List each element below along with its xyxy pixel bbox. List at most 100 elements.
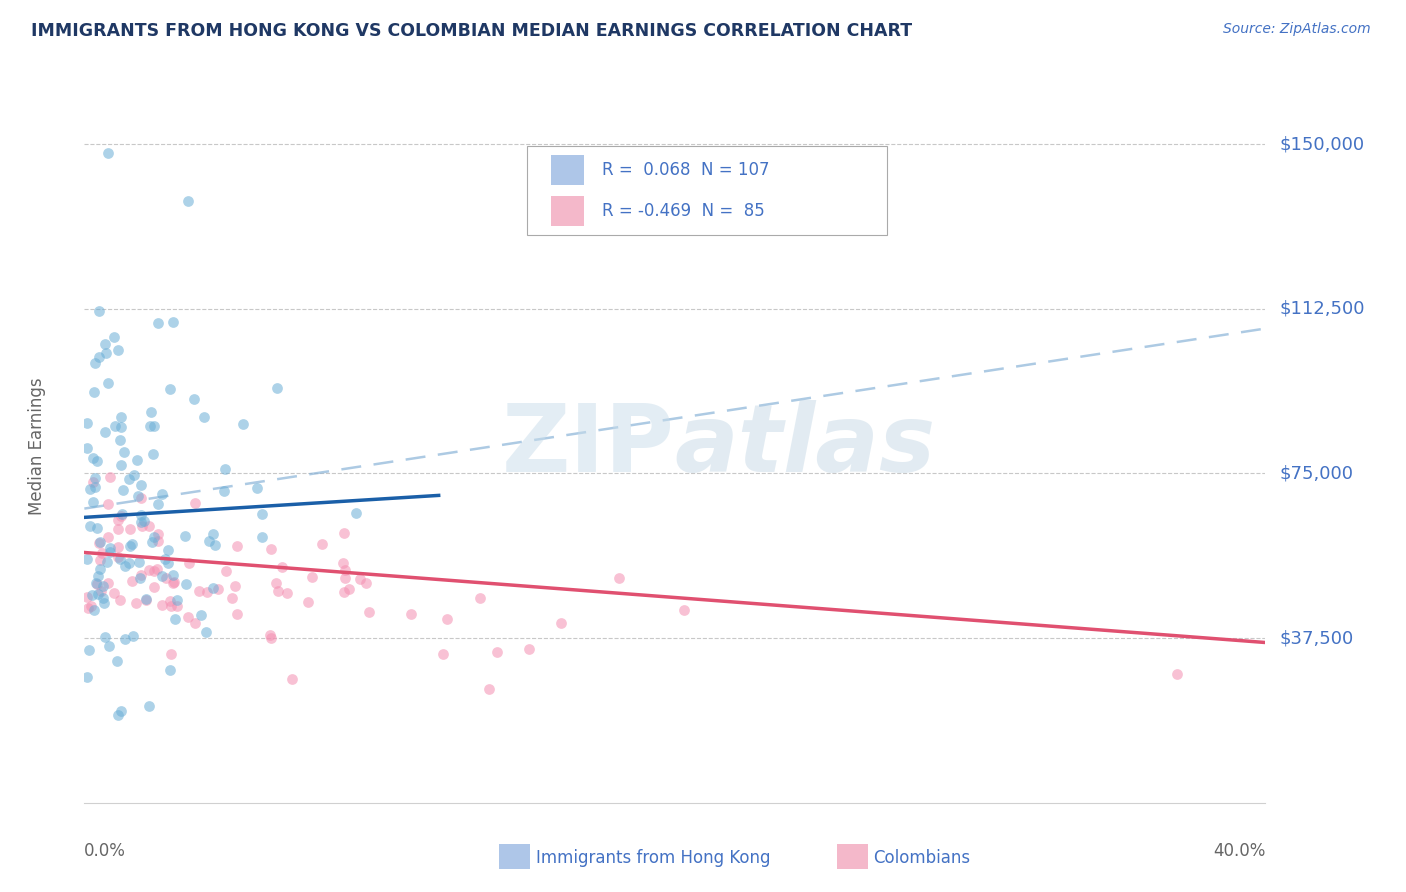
Point <box>214 484 236 499</box>
Text: R = -0.469  N =  85: R = -0.469 N = 85 <box>602 202 765 220</box>
Point <box>89 553 111 567</box>
Bar <box>551 196 583 227</box>
Text: R =  0.068  N = 107: R = 0.068 N = 107 <box>602 161 769 179</box>
Point <box>110 552 132 566</box>
Point <box>76 441 98 455</box>
Point <box>155 571 177 585</box>
Point <box>82 450 104 465</box>
Point <box>110 704 132 718</box>
Point <box>156 556 179 570</box>
Bar <box>551 155 583 186</box>
Point <box>332 585 354 599</box>
Point <box>83 471 105 485</box>
Text: atlas: atlas <box>675 400 936 492</box>
Point <box>214 564 236 578</box>
Point <box>301 570 323 584</box>
Point <box>195 585 218 599</box>
Point <box>173 529 195 543</box>
Point <box>260 542 283 557</box>
Point <box>607 571 630 585</box>
Point <box>121 574 143 588</box>
Point <box>150 569 173 583</box>
Point <box>108 593 131 607</box>
Point <box>157 542 180 557</box>
Point <box>89 536 111 550</box>
Point <box>250 507 273 521</box>
Point <box>399 607 422 621</box>
Point <box>128 555 150 569</box>
Point <box>89 350 111 364</box>
Point <box>177 609 200 624</box>
Point <box>226 607 249 621</box>
Point <box>224 579 246 593</box>
Point <box>166 593 188 607</box>
Point <box>183 496 205 510</box>
Point <box>159 647 181 661</box>
Point <box>163 612 186 626</box>
Point <box>276 586 298 600</box>
Point <box>77 643 100 657</box>
Point <box>87 304 111 318</box>
Point <box>221 591 243 606</box>
Point <box>129 508 152 522</box>
Point <box>97 639 120 653</box>
Point <box>79 519 101 533</box>
Text: Median Earnings: Median Earnings <box>28 377 46 515</box>
Point <box>80 588 103 602</box>
Point <box>97 575 120 590</box>
Text: IMMIGRANTS FROM HONG KONG VS COLOMBIAN MEDIAN EARNINGS CORRELATION CHART: IMMIGRANTS FROM HONG KONG VS COLOMBIAN M… <box>31 22 912 40</box>
Point <box>118 539 141 553</box>
Point <box>131 519 153 533</box>
Point <box>118 556 141 570</box>
Text: $37,500: $37,500 <box>1279 629 1354 647</box>
Point <box>259 631 281 645</box>
Point <box>112 444 135 458</box>
Point <box>108 433 131 447</box>
Point <box>146 498 169 512</box>
Point <box>232 417 254 431</box>
Point <box>134 514 156 528</box>
Point <box>207 582 229 597</box>
Point <box>83 385 105 400</box>
Point <box>486 645 509 659</box>
Point <box>297 595 319 609</box>
Point <box>162 568 184 582</box>
Point <box>436 612 458 626</box>
Point <box>129 515 152 529</box>
Point <box>162 315 184 329</box>
Point <box>84 575 107 590</box>
Point <box>138 699 160 714</box>
Point <box>98 541 121 556</box>
Point <box>107 343 129 358</box>
Point <box>104 419 127 434</box>
Point <box>163 574 186 589</box>
Point <box>150 598 173 612</box>
Point <box>139 419 162 434</box>
Point <box>107 512 129 526</box>
Point <box>673 603 696 617</box>
Point <box>250 530 273 544</box>
Point <box>89 535 111 549</box>
Point <box>110 420 132 434</box>
Point <box>91 591 114 606</box>
Point <box>103 330 125 344</box>
Point <box>519 641 541 656</box>
Point <box>76 416 98 430</box>
Point <box>162 575 184 590</box>
Point <box>107 549 129 564</box>
Point <box>333 526 356 541</box>
Point <box>146 527 169 541</box>
Text: $112,500: $112,500 <box>1279 300 1365 318</box>
Point <box>193 410 215 425</box>
Point <box>110 507 132 521</box>
Point <box>143 580 166 594</box>
Point <box>141 534 163 549</box>
Point <box>105 654 128 668</box>
Point <box>97 145 120 160</box>
Text: Colombians: Colombians <box>873 849 970 867</box>
Point <box>76 591 98 605</box>
Point <box>135 591 157 606</box>
Text: 40.0%: 40.0% <box>1213 842 1265 860</box>
FancyBboxPatch shape <box>527 146 887 235</box>
Point <box>96 376 118 391</box>
